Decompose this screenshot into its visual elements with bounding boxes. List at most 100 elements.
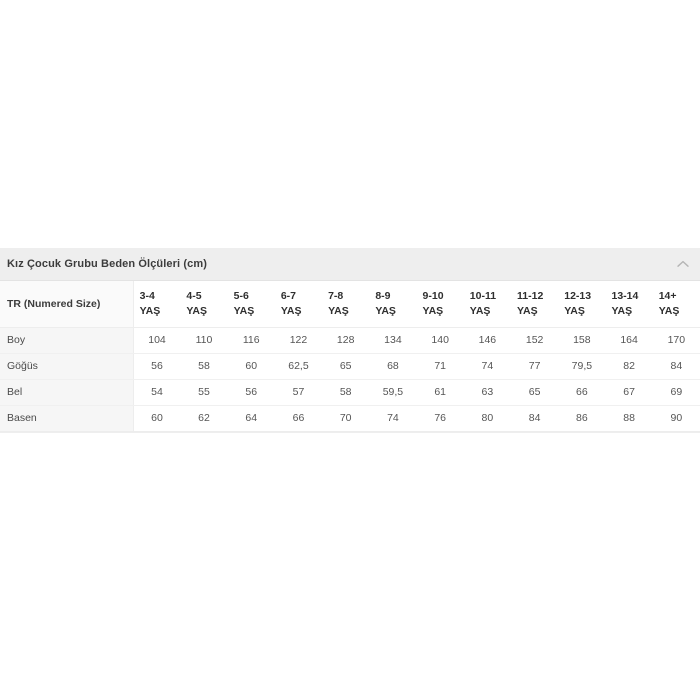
column-header-age-5: 8-9 YAŞ [369, 281, 417, 328]
table-body: Boy 104 110 116 122 128 134 140 146 152 … [0, 327, 700, 432]
cell-basen-6: 76 [416, 405, 464, 432]
column-header-age-11: 14+ YAŞ [652, 281, 700, 328]
age-range-label: 8-9 [375, 289, 391, 302]
cell-bel-5: 59,5 [369, 379, 417, 406]
cell-bel-10: 67 [605, 379, 653, 406]
cell-gogus-3: 62,5 [274, 353, 323, 380]
cell-boy-8: 152 [511, 327, 559, 354]
cell-bel-1: 55 [180, 379, 228, 406]
cell-basen-2: 64 [227, 405, 275, 432]
cell-bel-8: 65 [511, 379, 559, 406]
row-label-gogus: Göğüs [0, 353, 134, 380]
column-header-age-8: 11-12 YAŞ [511, 281, 559, 328]
column-header-age-3: 6-7 YAŞ [274, 281, 323, 328]
column-header-age-0: 3-4 YAŞ [133, 281, 181, 328]
cell-boy-5: 134 [369, 327, 417, 354]
cell-gogus-4: 65 [322, 353, 370, 380]
column-header-age-2: 5-6 YAŞ [227, 281, 275, 328]
cell-basen-3: 66 [274, 405, 323, 432]
cell-gogus-2: 60 [227, 353, 275, 380]
age-unit-label: YAŞ [517, 304, 538, 317]
cell-boy-9: 158 [558, 327, 606, 354]
age-unit-label: YAŞ [469, 304, 491, 317]
cell-bel-3: 57 [274, 379, 323, 406]
age-unit-label: YAŞ [139, 304, 161, 317]
table-row: Basen 60 62 64 66 70 74 76 80 84 86 88 9… [0, 405, 700, 432]
row-label-bel: Bel [0, 379, 134, 406]
age-range-label: 6-7 [280, 289, 297, 302]
row-label-basen: Basen [0, 405, 134, 432]
column-header-age-1: 4-5 YAŞ [180, 281, 228, 328]
age-range-label: 11-12 [517, 289, 544, 302]
cell-bel-11: 69 [652, 379, 700, 406]
row-label-boy: Boy [0, 327, 134, 354]
cell-gogus-0: 56 [133, 353, 181, 380]
column-header-age-9: 12-13 YAŞ [558, 281, 606, 328]
age-unit-label: YAŞ [658, 304, 680, 317]
cell-gogus-7: 74 [463, 353, 512, 380]
cell-gogus-6: 71 [416, 353, 464, 380]
age-range-label: 3-4 [139, 289, 155, 302]
table-row: Göğüs 56 58 60 62,5 65 68 71 74 77 79,5 … [0, 353, 700, 380]
cell-basen-8: 84 [511, 405, 559, 432]
table-row: Bel 54 55 56 57 58 59,5 61 63 65 66 67 6… [0, 379, 700, 406]
age-range-label: 12-13 [564, 289, 592, 302]
age-unit-label: YAŞ [186, 304, 208, 317]
age-range-label: 4-5 [186, 289, 202, 302]
cell-bel-4: 58 [322, 379, 370, 406]
size-chart-table: TR (Numered Size) 3-4 YAŞ 4-5 YAŞ 5-6 YA… [0, 281, 700, 432]
cell-boy-2: 116 [227, 327, 275, 354]
age-unit-label: YAŞ [422, 304, 444, 317]
age-unit-label: YAŞ [375, 304, 396, 317]
cell-basen-0: 60 [133, 405, 181, 432]
cell-boy-6: 140 [416, 327, 464, 354]
age-unit-label: YAŞ [280, 304, 302, 317]
cell-boy-3: 122 [274, 327, 323, 354]
age-range-label: 10-11 [469, 289, 497, 302]
cell-gogus-10: 82 [605, 353, 653, 380]
age-unit-label: YAŞ [611, 304, 633, 317]
cell-boy-4: 128 [322, 327, 370, 354]
size-chart-panel-header[interactable]: Kız Çocuk Grubu Beden Ölçüleri (cm) [0, 248, 700, 281]
column-header-age-10: 13-14 YAŞ [605, 281, 653, 328]
cell-gogus-1: 58 [180, 353, 228, 380]
cell-bel-6: 61 [416, 379, 464, 406]
chevron-up-icon[interactable] [675, 256, 691, 272]
cell-basen-4: 70 [322, 405, 370, 432]
cell-gogus-8: 77 [511, 353, 559, 380]
cell-gogus-9: 79,5 [558, 353, 606, 380]
column-header-size-label: TR (Numered Size) [0, 281, 134, 328]
table-header-row: TR (Numered Size) 3-4 YAŞ 4-5 YAŞ 5-6 YA… [0, 281, 700, 328]
cell-gogus-5: 68 [369, 353, 417, 380]
column-header-age-6: 9-10 YAŞ [416, 281, 464, 328]
table-head: TR (Numered Size) 3-4 YAŞ 4-5 YAŞ 5-6 YA… [0, 281, 700, 328]
cell-bel-9: 66 [558, 379, 606, 406]
age-unit-label: YAŞ [328, 304, 349, 317]
panel-bottom-divider [0, 431, 700, 433]
cell-bel-0: 54 [133, 379, 181, 406]
cell-basen-7: 80 [463, 405, 512, 432]
cell-boy-1: 110 [180, 327, 228, 354]
table-row: Boy 104 110 116 122 128 134 140 146 152 … [0, 327, 700, 354]
age-unit-label: YAŞ [564, 304, 585, 317]
age-range-label: 7-8 [328, 289, 344, 302]
cell-basen-5: 74 [369, 405, 417, 432]
cell-basen-9: 86 [558, 405, 606, 432]
cell-basen-10: 88 [605, 405, 653, 432]
cell-bel-2: 56 [227, 379, 275, 406]
age-unit-label: YAŞ [233, 304, 255, 317]
cell-gogus-11: 84 [652, 353, 700, 380]
age-range-label: 13-14 [611, 289, 639, 302]
age-range-label: 5-6 [233, 289, 249, 302]
cell-boy-10: 164 [605, 327, 653, 354]
cell-basen-11: 90 [652, 405, 700, 432]
size-chart-panel: Kız Çocuk Grubu Beden Ölçüleri (cm) TR (… [0, 248, 700, 433]
page-title: Kız Çocuk Grubu Beden Ölçüleri (cm) [7, 257, 208, 270]
cell-boy-0: 104 [133, 327, 181, 354]
cell-bel-7: 63 [463, 379, 512, 406]
column-header-age-4: 7-8 YAŞ [322, 281, 370, 328]
cell-boy-7: 146 [463, 327, 512, 354]
age-range-label: 14+ [658, 289, 677, 302]
column-header-age-7: 10-11 YAŞ [463, 281, 512, 328]
